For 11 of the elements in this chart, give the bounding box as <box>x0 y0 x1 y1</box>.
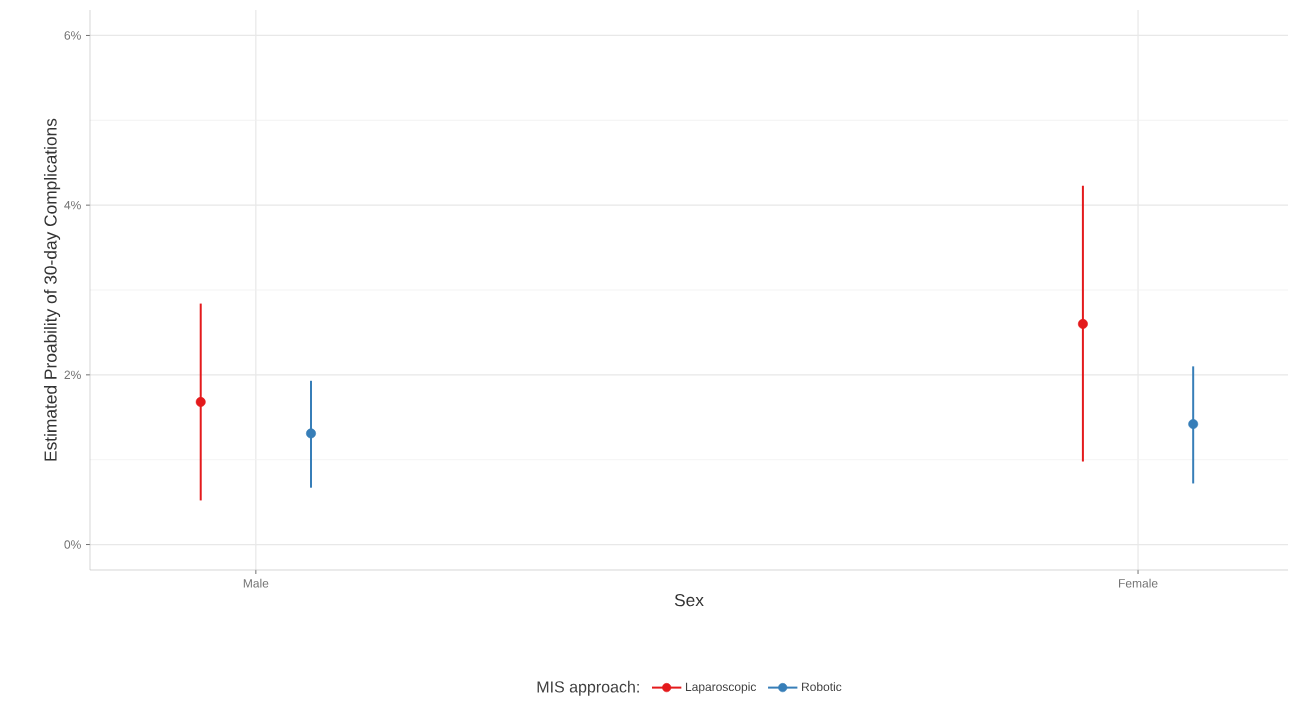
y-axis-title: Estimated Proability of 30-day Complications <box>43 118 61 461</box>
legend-label: Robotic <box>802 682 842 692</box>
legend-title: MIS approach: <box>537 680 639 696</box>
y-tick-label: 2% <box>64 370 81 380</box>
y-tick-label: 4% <box>64 200 81 210</box>
x-tick-label: Female <box>1119 578 1158 588</box>
y-tick-label: 0% <box>64 540 81 549</box>
x-tick-label: Male <box>243 578 269 588</box>
y-tick-label: 6% <box>64 31 81 40</box>
legend-label: Laparoscopic <box>685 682 757 694</box>
x-axis-title: Sex <box>674 594 704 607</box>
